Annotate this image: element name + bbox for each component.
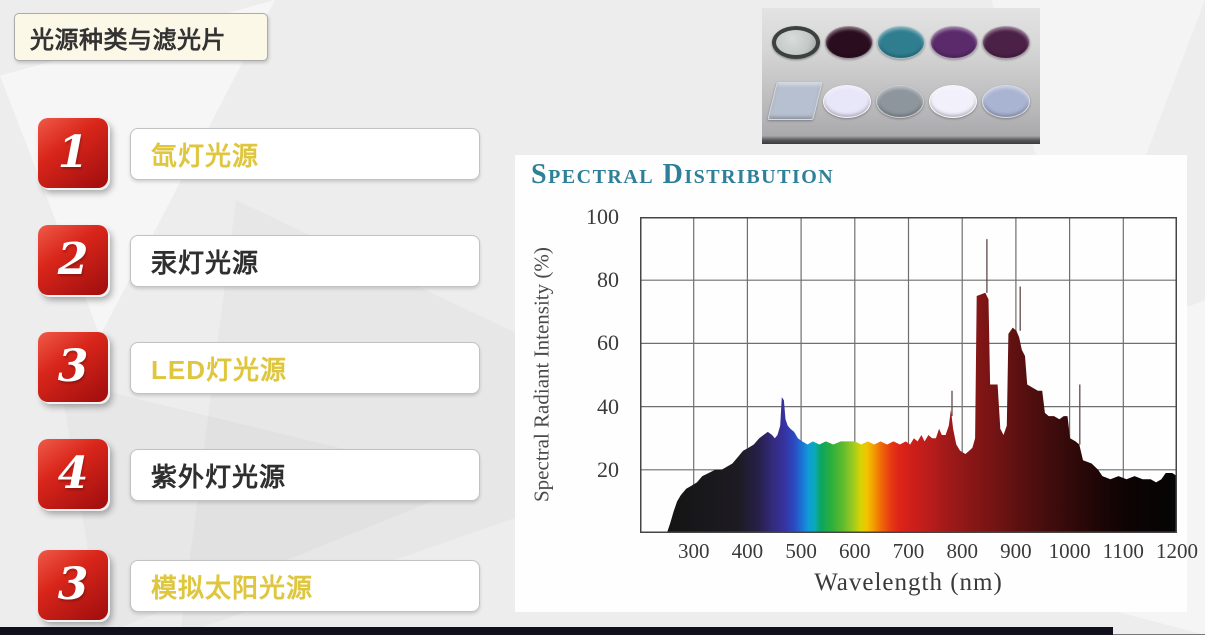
filter-row-bottom — [767, 82, 1030, 121]
gray-filter — [876, 84, 924, 118]
item-number-badge: 2 — [38, 225, 108, 295]
list-item: 4 紫外灯光源 — [0, 439, 500, 511]
silver-lens-filter — [772, 25, 820, 59]
list-item: 1 氙灯光源 — [0, 118, 500, 190]
item-label: 汞灯光源 — [151, 247, 260, 278]
x-tick-label: 1000 — [1048, 539, 1091, 563]
x-tick-label: 400 — [731, 539, 764, 563]
filter-photo — [762, 8, 1040, 144]
purple-filter — [929, 25, 978, 59]
x-axis-ticks: 300 400 500 600 700 800 900 1000 1100 1200 — [640, 539, 1198, 565]
x-tick-label: 600 — [839, 539, 871, 563]
item-label-box: 紫外灯光源 — [130, 449, 480, 501]
item-label: 紫外灯光源 — [151, 461, 287, 492]
item-number: 2 — [57, 234, 89, 285]
chart-title: Spectral Distribution — [531, 159, 835, 190]
item-number-badge: 3 — [38, 332, 108, 402]
item-number: 3 — [57, 341, 89, 392]
x-tick-label: 1200 — [1156, 539, 1198, 563]
square-glass-filter — [767, 82, 823, 121]
list-item: 2 汞灯光源 — [0, 225, 500, 297]
y-tick-label: 100 — [586, 204, 619, 229]
filter-row-top — [772, 25, 1030, 59]
x-tick-label: 800 — [946, 539, 978, 563]
y-tick-label: 20 — [597, 456, 619, 482]
x-axis-label: Wavelength (nm) — [814, 569, 1003, 596]
slide-title: 光源种类与滤光片 — [30, 26, 226, 54]
x-tick-label: 500 — [785, 539, 817, 563]
list-item: 3 模拟太阳光源 — [0, 550, 500, 622]
item-number-badge: 1 — [38, 118, 108, 188]
item-label: 氙灯光源 — [151, 140, 260, 171]
item-number-badge: 3 — [38, 550, 108, 620]
y-axis-label: Spectral Radiant Intensity (%) — [529, 247, 554, 503]
y-tick-label: 60 — [597, 330, 619, 356]
spectrum-plot — [640, 217, 1177, 533]
item-label-box: 汞灯光源 — [130, 235, 480, 287]
x-tick-label: 300 — [677, 539, 710, 563]
item-label-box: 模拟太阳光源 — [130, 560, 480, 612]
x-tick-label: 700 — [892, 539, 925, 563]
item-label-box: LED灯光源 — [130, 342, 480, 394]
item-label: 模拟太阳光源 — [151, 572, 314, 603]
x-tick-label: 1100 — [1102, 539, 1144, 563]
item-label: LED灯光源 — [151, 354, 288, 385]
item-number: 1 — [57, 127, 89, 178]
spectral-chart-panel: Spectral Distribution Spectral Radiant I… — [515, 155, 1198, 612]
light-blue-filter — [982, 84, 1030, 118]
dark-maroon-filter — [824, 25, 873, 59]
teal-filter — [877, 25, 925, 59]
white-filter — [929, 84, 977, 118]
item-number-badge: 4 — [38, 439, 108, 509]
y-tick-label: 40 — [597, 393, 619, 419]
bottom-accent-bar — [0, 627, 1113, 635]
y-axis-ticks: 20 40 60 80 100 — [567, 204, 629, 533]
y-tick-label: 80 — [597, 267, 619, 293]
item-label-box: 氙灯光源 — [130, 128, 480, 180]
pale-lavender-filter — [823, 84, 871, 118]
list-item: 3 LED灯光源 — [0, 332, 500, 404]
slide-title-box: 光源种类与滤光片 — [14, 13, 268, 61]
x-tick-label: 900 — [1000, 539, 1032, 563]
plum-filter — [982, 25, 1030, 59]
item-number: 4 — [57, 448, 89, 499]
item-number: 3 — [57, 559, 89, 610]
